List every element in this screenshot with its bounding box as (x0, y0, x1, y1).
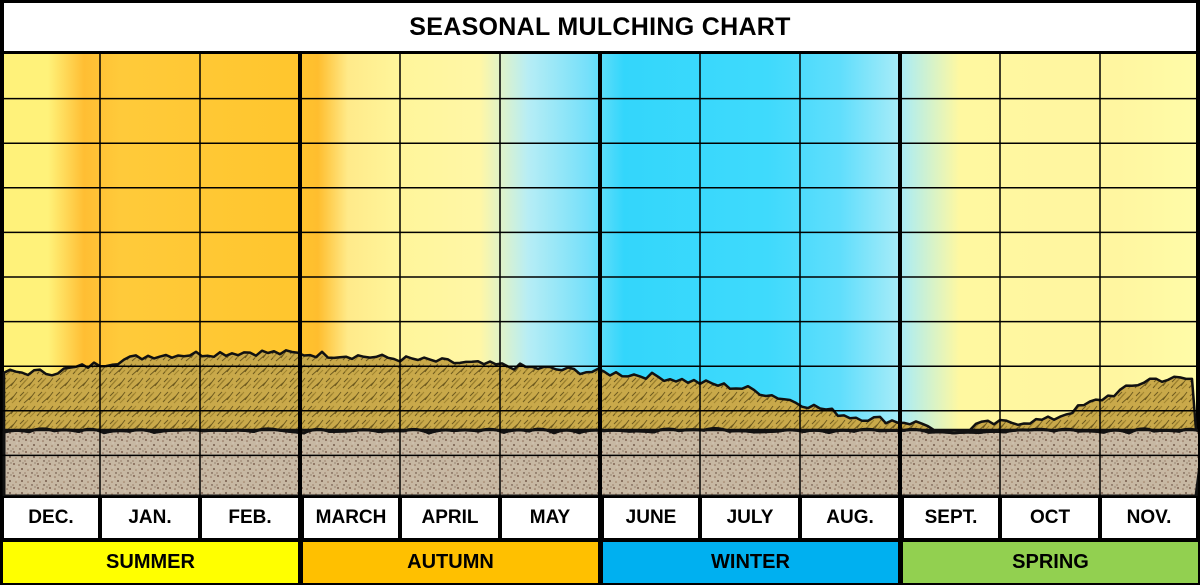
month-label: JAN. (102, 498, 198, 538)
month-label: DEC. (4, 498, 98, 538)
month-label: NOV. (1102, 498, 1196, 538)
month-label: JUNE (604, 498, 698, 538)
month-label-row: DEC. JAN. FEB. MARCH APRIL MAY JUNE JULY AUG. SEP… (0, 498, 1200, 540)
chart-title-bar: SEASONAL MULCHING CHART (4, 3, 1196, 51)
month-label: SEPT. (904, 498, 998, 538)
soil-line (3, 427, 1200, 435)
chart-title: SEASONAL MULCHING CHART (409, 12, 791, 41)
month-label: APRIL (402, 498, 498, 538)
season-label-winter: WINTER (603, 542, 898, 583)
grid-lines (0, 54, 1200, 496)
season-label-summer: SUMMER (3, 542, 298, 583)
month-label: MARCH (304, 498, 398, 538)
month-label: OCT (1002, 498, 1098, 538)
season-label-row: SUMMER AUTUMN WINTER SPRING (0, 542, 1200, 585)
month-label: JULY (702, 498, 798, 538)
season-label-autumn: AUTUMN (303, 542, 598, 583)
month-label: FEB. (202, 498, 298, 538)
plot-area (0, 54, 1200, 496)
season-label-spring: SPRING (903, 542, 1198, 583)
month-label: AUG. (802, 498, 898, 538)
month-label: MAY (502, 498, 598, 538)
